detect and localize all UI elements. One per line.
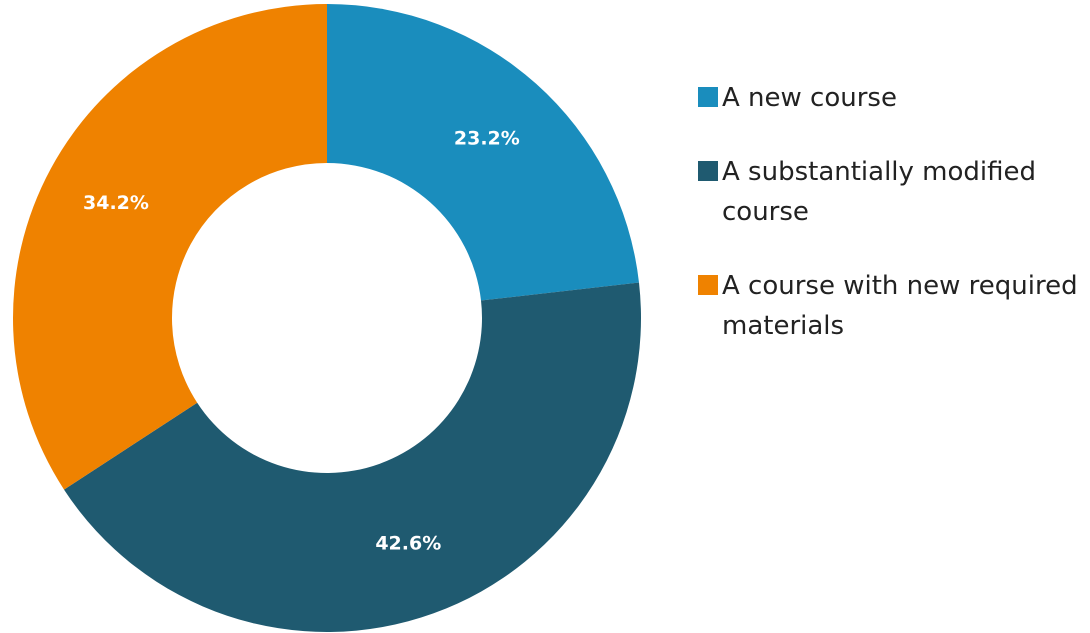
donut-slice (327, 4, 639, 301)
legend-label: A substantially modified course (722, 157, 1037, 227)
legend-item: A course with new required materials (698, 266, 1078, 346)
data-label: 42.6% (375, 532, 441, 554)
donut-slice (64, 282, 642, 632)
data-label: 23.2% (454, 127, 520, 149)
legend-label: A new course (722, 83, 897, 113)
legend-swatch (698, 275, 718, 295)
legend: A new course A substantially modified cou… (698, 78, 1078, 380)
legend-swatch (698, 87, 718, 107)
data-label: 34.2% (83, 192, 149, 214)
legend-label: A course with new required materials (722, 271, 1078, 341)
donut-area: 23.2% 42.6% 34.2% (12, 3, 642, 632)
legend-swatch (698, 161, 718, 181)
legend-item: A substantially modified course (698, 152, 1078, 232)
donut-slice (12, 3, 327, 490)
legend-item: A new course (698, 78, 1078, 118)
